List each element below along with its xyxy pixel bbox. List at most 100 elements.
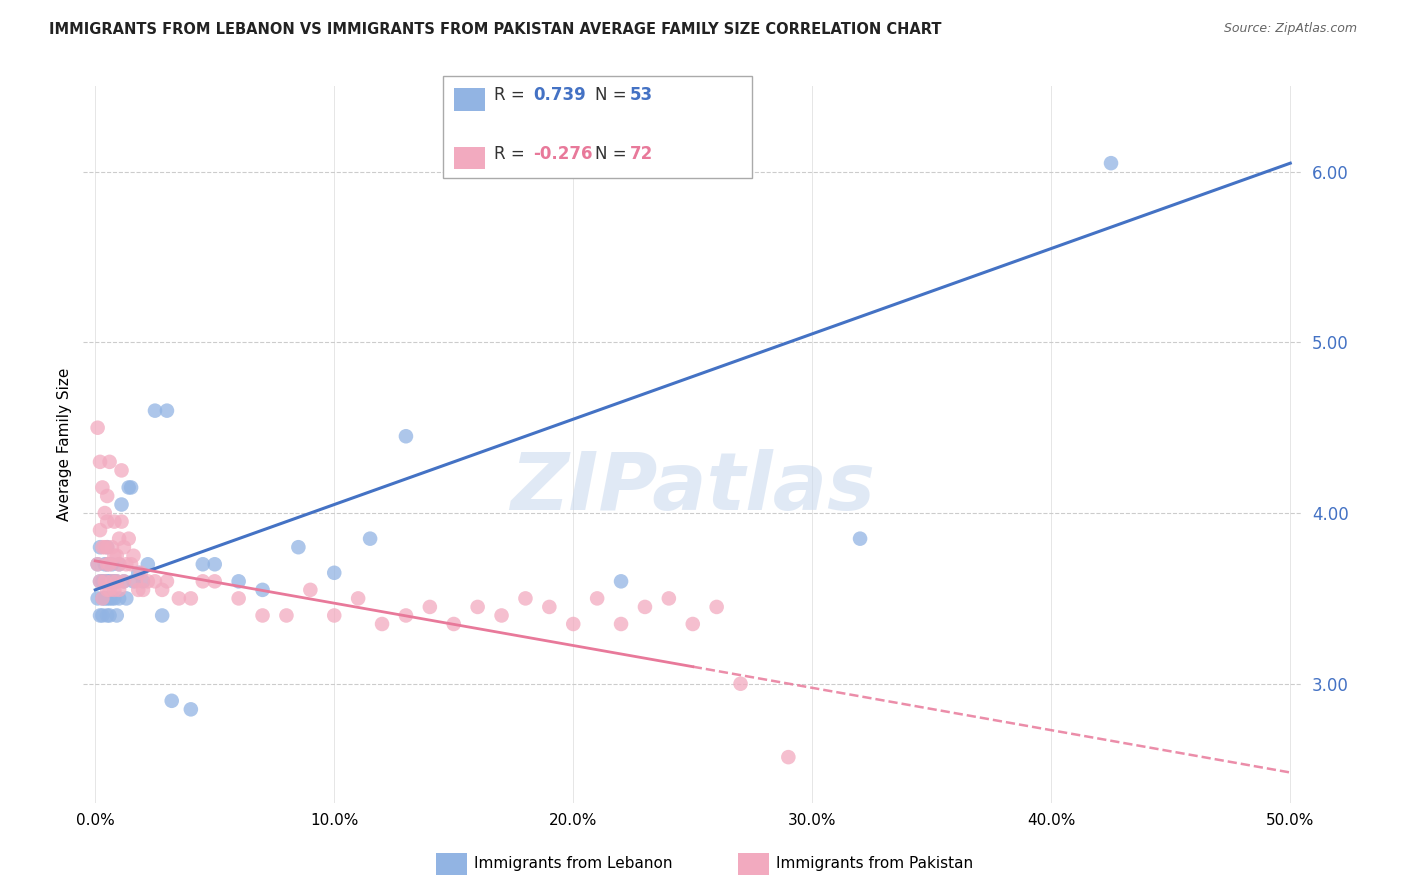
- Point: [108, 558, 131, 572]
- Point: [1099, 156, 1122, 170]
- Point: [96, 558, 118, 572]
- Point: [122, 549, 145, 563]
- Point: [118, 532, 141, 546]
- Text: Immigrants from Lebanon: Immigrants from Lebanon: [474, 856, 672, 871]
- Point: [136, 558, 159, 572]
- Point: [91, 591, 114, 606]
- Point: [778, 750, 800, 764]
- Point: [110, 498, 132, 512]
- Point: [323, 566, 346, 580]
- Point: [108, 591, 131, 606]
- Point: [371, 617, 394, 632]
- Point: [610, 617, 633, 632]
- Point: [110, 463, 132, 477]
- Point: [98, 574, 121, 589]
- Point: [610, 574, 633, 589]
- Point: [127, 566, 149, 580]
- Point: [96, 608, 118, 623]
- Point: [127, 582, 149, 597]
- Text: R =: R =: [494, 86, 530, 104]
- Point: [160, 694, 183, 708]
- Point: [103, 591, 125, 606]
- Point: [562, 617, 585, 632]
- Point: [359, 532, 381, 546]
- Point: [125, 574, 148, 589]
- Point: [252, 582, 274, 597]
- Point: [395, 608, 418, 623]
- Point: [129, 566, 152, 580]
- Point: [143, 403, 166, 417]
- Text: R =: R =: [494, 145, 530, 163]
- Point: [101, 540, 124, 554]
- Point: [323, 608, 346, 623]
- Point: [96, 582, 118, 597]
- Point: [89, 608, 111, 623]
- Point: [105, 608, 128, 623]
- Point: [347, 591, 370, 606]
- Point: [86, 558, 108, 572]
- Point: [91, 608, 114, 623]
- Point: [586, 591, 609, 606]
- Point: [89, 523, 111, 537]
- Point: [94, 540, 117, 554]
- Text: IMMIGRANTS FROM LEBANON VS IMMIGRANTS FROM PAKISTAN AVERAGE FAMILY SIZE CORRELAT: IMMIGRANTS FROM LEBANON VS IMMIGRANTS FR…: [49, 22, 942, 37]
- Point: [96, 489, 118, 503]
- Point: [94, 574, 117, 589]
- Point: [538, 599, 561, 614]
- Point: [103, 515, 125, 529]
- Point: [112, 574, 135, 589]
- Point: [101, 574, 124, 589]
- Point: [96, 515, 118, 529]
- Point: [849, 532, 872, 546]
- Point: [730, 677, 752, 691]
- Point: [252, 608, 274, 623]
- Point: [395, 429, 418, 443]
- Point: [103, 582, 125, 597]
- Point: [419, 599, 441, 614]
- Point: [276, 608, 298, 623]
- Point: [228, 591, 250, 606]
- Point: [101, 558, 124, 572]
- Point: [103, 574, 125, 589]
- Text: Source: ZipAtlas.com: Source: ZipAtlas.com: [1223, 22, 1357, 36]
- Point: [228, 574, 250, 589]
- Point: [89, 574, 111, 589]
- Point: [204, 558, 226, 572]
- Point: [94, 506, 117, 520]
- Point: [91, 540, 114, 554]
- Point: [89, 455, 111, 469]
- Point: [143, 574, 166, 589]
- Point: [443, 617, 465, 632]
- Text: 0.739: 0.739: [533, 86, 586, 104]
- Point: [682, 617, 704, 632]
- Point: [112, 540, 135, 554]
- Point: [115, 558, 138, 572]
- Point: [115, 591, 138, 606]
- Point: [98, 582, 121, 597]
- Point: [150, 608, 173, 623]
- Point: [299, 582, 322, 597]
- Point: [658, 591, 681, 606]
- Point: [94, 591, 117, 606]
- Point: [103, 549, 125, 563]
- Point: [89, 574, 111, 589]
- Point: [132, 582, 155, 597]
- Point: [287, 540, 309, 554]
- Point: [515, 591, 537, 606]
- Point: [101, 574, 124, 589]
- Point: [706, 599, 728, 614]
- Point: [156, 574, 179, 589]
- Point: [89, 540, 111, 554]
- Point: [150, 582, 173, 597]
- Point: [108, 558, 131, 572]
- Point: [191, 558, 214, 572]
- Text: N =: N =: [595, 145, 631, 163]
- Point: [91, 480, 114, 494]
- Text: 53: 53: [630, 86, 652, 104]
- Point: [120, 480, 142, 494]
- Text: ZIPatlas: ZIPatlas: [510, 449, 876, 527]
- Point: [156, 403, 179, 417]
- Point: [122, 574, 145, 589]
- Point: [491, 608, 513, 623]
- Point: [180, 702, 202, 716]
